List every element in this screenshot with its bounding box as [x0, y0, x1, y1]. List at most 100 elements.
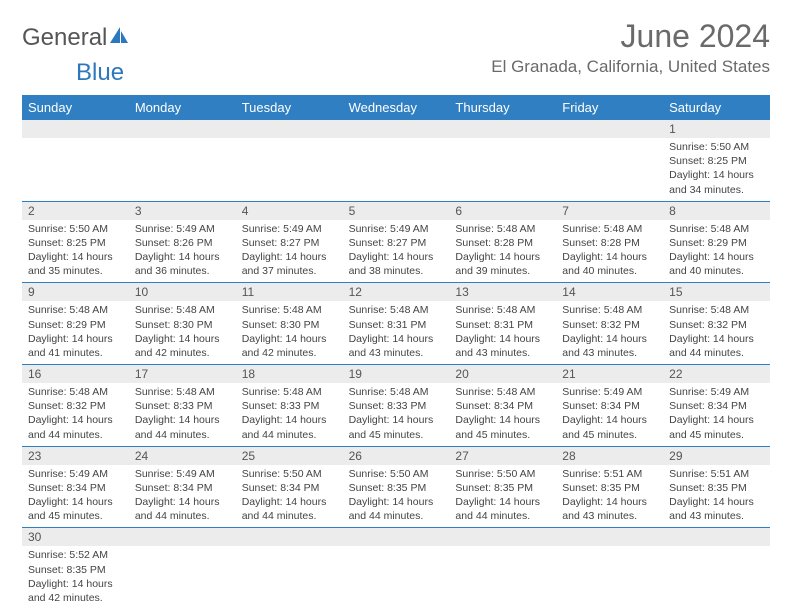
day-number: 13 — [449, 283, 556, 301]
sunset-line: Sunset: 8:35 PM — [455, 481, 550, 495]
sunset-line: Sunset: 8:30 PM — [242, 318, 337, 332]
sunrise-line: Sunrise: 5:50 AM — [349, 467, 444, 481]
sunset-line: Sunset: 8:35 PM — [669, 481, 764, 495]
sunset-line: Sunset: 8:34 PM — [562, 399, 657, 413]
month-title: June 2024 — [491, 18, 770, 55]
sunrise-line: Sunrise: 5:48 AM — [349, 303, 444, 317]
logo: General — [22, 24, 131, 52]
sunrise-line: Sunrise: 5:48 AM — [135, 303, 230, 317]
week-row: Sunrise: 5:48 AMSunset: 8:29 PMDaylight:… — [22, 301, 770, 365]
daylight-line: Daylight: 14 hours and 45 minutes. — [28, 495, 123, 523]
daylight-line: Daylight: 14 hours and 44 minutes. — [242, 495, 337, 523]
day-number: 21 — [556, 365, 663, 383]
sunset-line: Sunset: 8:25 PM — [669, 154, 764, 168]
day-number: 8 — [663, 202, 770, 220]
day-number: 24 — [129, 447, 236, 465]
sunrise-line: Sunrise: 5:48 AM — [135, 385, 230, 399]
daylight-line: Daylight: 14 hours and 43 minutes. — [562, 495, 657, 523]
sunrise-line: Sunrise: 5:49 AM — [562, 385, 657, 399]
daylight-line: Daylight: 14 hours and 45 minutes. — [669, 413, 764, 441]
sunrise-line: Sunrise: 5:48 AM — [349, 385, 444, 399]
sunrise-line: Sunrise: 5:48 AM — [28, 385, 123, 399]
daylight-line: Daylight: 14 hours and 44 minutes. — [135, 413, 230, 441]
day-header-cell: Sunday — [22, 95, 129, 120]
day-number: 9 — [22, 283, 129, 301]
day-number: 5 — [343, 202, 450, 220]
daylight-line: Daylight: 14 hours and 40 minutes. — [562, 250, 657, 278]
sunrise-line: Sunrise: 5:48 AM — [669, 222, 764, 236]
sunrise-line: Sunrise: 5:49 AM — [135, 222, 230, 236]
day-number: 12 — [343, 283, 450, 301]
day-cell: Sunrise: 5:50 AMSunset: 8:35 PMDaylight:… — [449, 465, 556, 528]
daylight-line: Daylight: 14 hours and 44 minutes. — [135, 495, 230, 523]
daylight-line: Daylight: 14 hours and 42 minutes. — [135, 332, 230, 360]
day-cell: Sunrise: 5:48 AMSunset: 8:29 PMDaylight:… — [22, 301, 129, 364]
day-number: 19 — [343, 365, 450, 383]
sunset-line: Sunset: 8:31 PM — [349, 318, 444, 332]
sunrise-line: Sunrise: 5:49 AM — [349, 222, 444, 236]
day-cell: Sunrise: 5:48 AMSunset: 8:31 PMDaylight:… — [449, 301, 556, 364]
daynum-row: 9101112131415 — [22, 283, 770, 301]
day-cell — [343, 546, 450, 609]
sunset-line: Sunset: 8:25 PM — [28, 236, 123, 250]
day-cell: Sunrise: 5:51 AMSunset: 8:35 PMDaylight:… — [556, 465, 663, 528]
sunset-line: Sunset: 8:29 PM — [28, 318, 123, 332]
sunset-line: Sunset: 8:33 PM — [135, 399, 230, 413]
daylight-line: Daylight: 14 hours and 37 minutes. — [242, 250, 337, 278]
day-cell — [22, 138, 129, 201]
daynum-row: 23242526272829 — [22, 447, 770, 465]
sunrise-line: Sunrise: 5:49 AM — [669, 385, 764, 399]
sunrise-line: Sunrise: 5:48 AM — [28, 303, 123, 317]
day-cell — [343, 138, 450, 201]
day-cell: Sunrise: 5:49 AMSunset: 8:34 PMDaylight:… — [663, 383, 770, 446]
day-cell: Sunrise: 5:48 AMSunset: 8:33 PMDaylight:… — [236, 383, 343, 446]
sunset-line: Sunset: 8:28 PM — [455, 236, 550, 250]
daylight-line: Daylight: 14 hours and 45 minutes. — [455, 413, 550, 441]
daylight-line: Daylight: 14 hours and 42 minutes. — [28, 577, 123, 605]
day-number: 18 — [236, 365, 343, 383]
location: El Granada, California, United States — [491, 57, 770, 77]
day-number: 10 — [129, 283, 236, 301]
day-cell: Sunrise: 5:48 AMSunset: 8:32 PMDaylight:… — [663, 301, 770, 364]
sunrise-line: Sunrise: 5:48 AM — [562, 222, 657, 236]
day-cell: Sunrise: 5:49 AMSunset: 8:34 PMDaylight:… — [556, 383, 663, 446]
sunset-line: Sunset: 8:34 PM — [135, 481, 230, 495]
day-number: 27 — [449, 447, 556, 465]
daylight-line: Daylight: 14 hours and 43 minutes. — [455, 332, 550, 360]
day-number: 28 — [556, 447, 663, 465]
day-cell — [129, 138, 236, 201]
sunset-line: Sunset: 8:33 PM — [242, 399, 337, 413]
day-number — [236, 120, 343, 138]
day-number — [22, 120, 129, 138]
day-number: 30 — [22, 528, 129, 546]
sunrise-line: Sunrise: 5:52 AM — [28, 548, 123, 562]
daynum-row: 30 — [22, 528, 770, 546]
daylight-line: Daylight: 14 hours and 36 minutes. — [135, 250, 230, 278]
day-number: 1 — [663, 120, 770, 138]
day-cell: Sunrise: 5:50 AMSunset: 8:25 PMDaylight:… — [22, 220, 129, 283]
day-cell: Sunrise: 5:49 AMSunset: 8:26 PMDaylight:… — [129, 220, 236, 283]
day-number: 17 — [129, 365, 236, 383]
day-cell — [236, 546, 343, 609]
day-cell: Sunrise: 5:48 AMSunset: 8:30 PMDaylight:… — [236, 301, 343, 364]
day-number: 14 — [556, 283, 663, 301]
sunrise-line: Sunrise: 5:48 AM — [242, 385, 337, 399]
day-cell — [129, 546, 236, 609]
week-row: Sunrise: 5:50 AMSunset: 8:25 PMDaylight:… — [22, 220, 770, 284]
daynum-row: 16171819202122 — [22, 365, 770, 383]
day-cell: Sunrise: 5:49 AMSunset: 8:34 PMDaylight:… — [22, 465, 129, 528]
sunset-line: Sunset: 8:35 PM — [28, 563, 123, 577]
week-row: Sunrise: 5:49 AMSunset: 8:34 PMDaylight:… — [22, 465, 770, 529]
day-number: 4 — [236, 202, 343, 220]
day-number — [663, 528, 770, 546]
daynum-row: 2345678 — [22, 202, 770, 220]
day-cell: Sunrise: 5:50 AMSunset: 8:25 PMDaylight:… — [663, 138, 770, 201]
daylight-line: Daylight: 14 hours and 44 minutes. — [349, 495, 444, 523]
day-cell: Sunrise: 5:48 AMSunset: 8:33 PMDaylight:… — [129, 383, 236, 446]
daylight-line: Daylight: 14 hours and 39 minutes. — [455, 250, 550, 278]
daylight-line: Daylight: 14 hours and 42 minutes. — [242, 332, 337, 360]
day-cell: Sunrise: 5:48 AMSunset: 8:32 PMDaylight:… — [22, 383, 129, 446]
daylight-line: Daylight: 14 hours and 43 minutes. — [349, 332, 444, 360]
sunset-line: Sunset: 8:34 PM — [669, 399, 764, 413]
daylight-line: Daylight: 14 hours and 34 minutes. — [669, 168, 764, 196]
